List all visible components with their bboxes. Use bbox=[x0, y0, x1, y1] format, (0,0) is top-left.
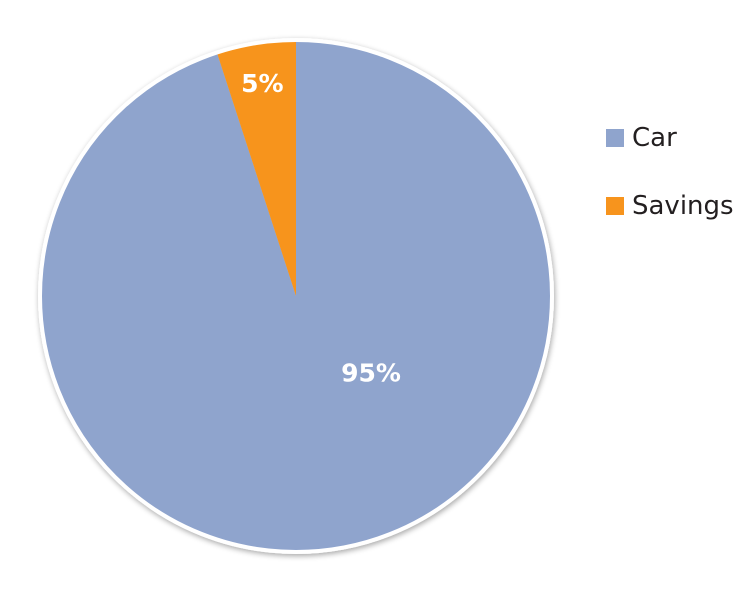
pie-border bbox=[38, 38, 554, 554]
legend: Car Savings bbox=[606, 123, 734, 221]
legend-swatch-car bbox=[606, 129, 624, 147]
slice-labels: 95% 5% bbox=[241, 69, 401, 387]
legend-label-car: Car bbox=[632, 123, 677, 153]
slice-label-savings: 5% bbox=[241, 69, 283, 98]
legend-swatch-savings bbox=[606, 197, 624, 215]
slice-label-car: 95% bbox=[341, 359, 401, 388]
pie-slice-car bbox=[39, 40, 552, 552]
pie-slice-savings bbox=[216, 40, 296, 296]
pie-group bbox=[38, 38, 554, 554]
legend-label-savings: Savings bbox=[632, 191, 734, 221]
